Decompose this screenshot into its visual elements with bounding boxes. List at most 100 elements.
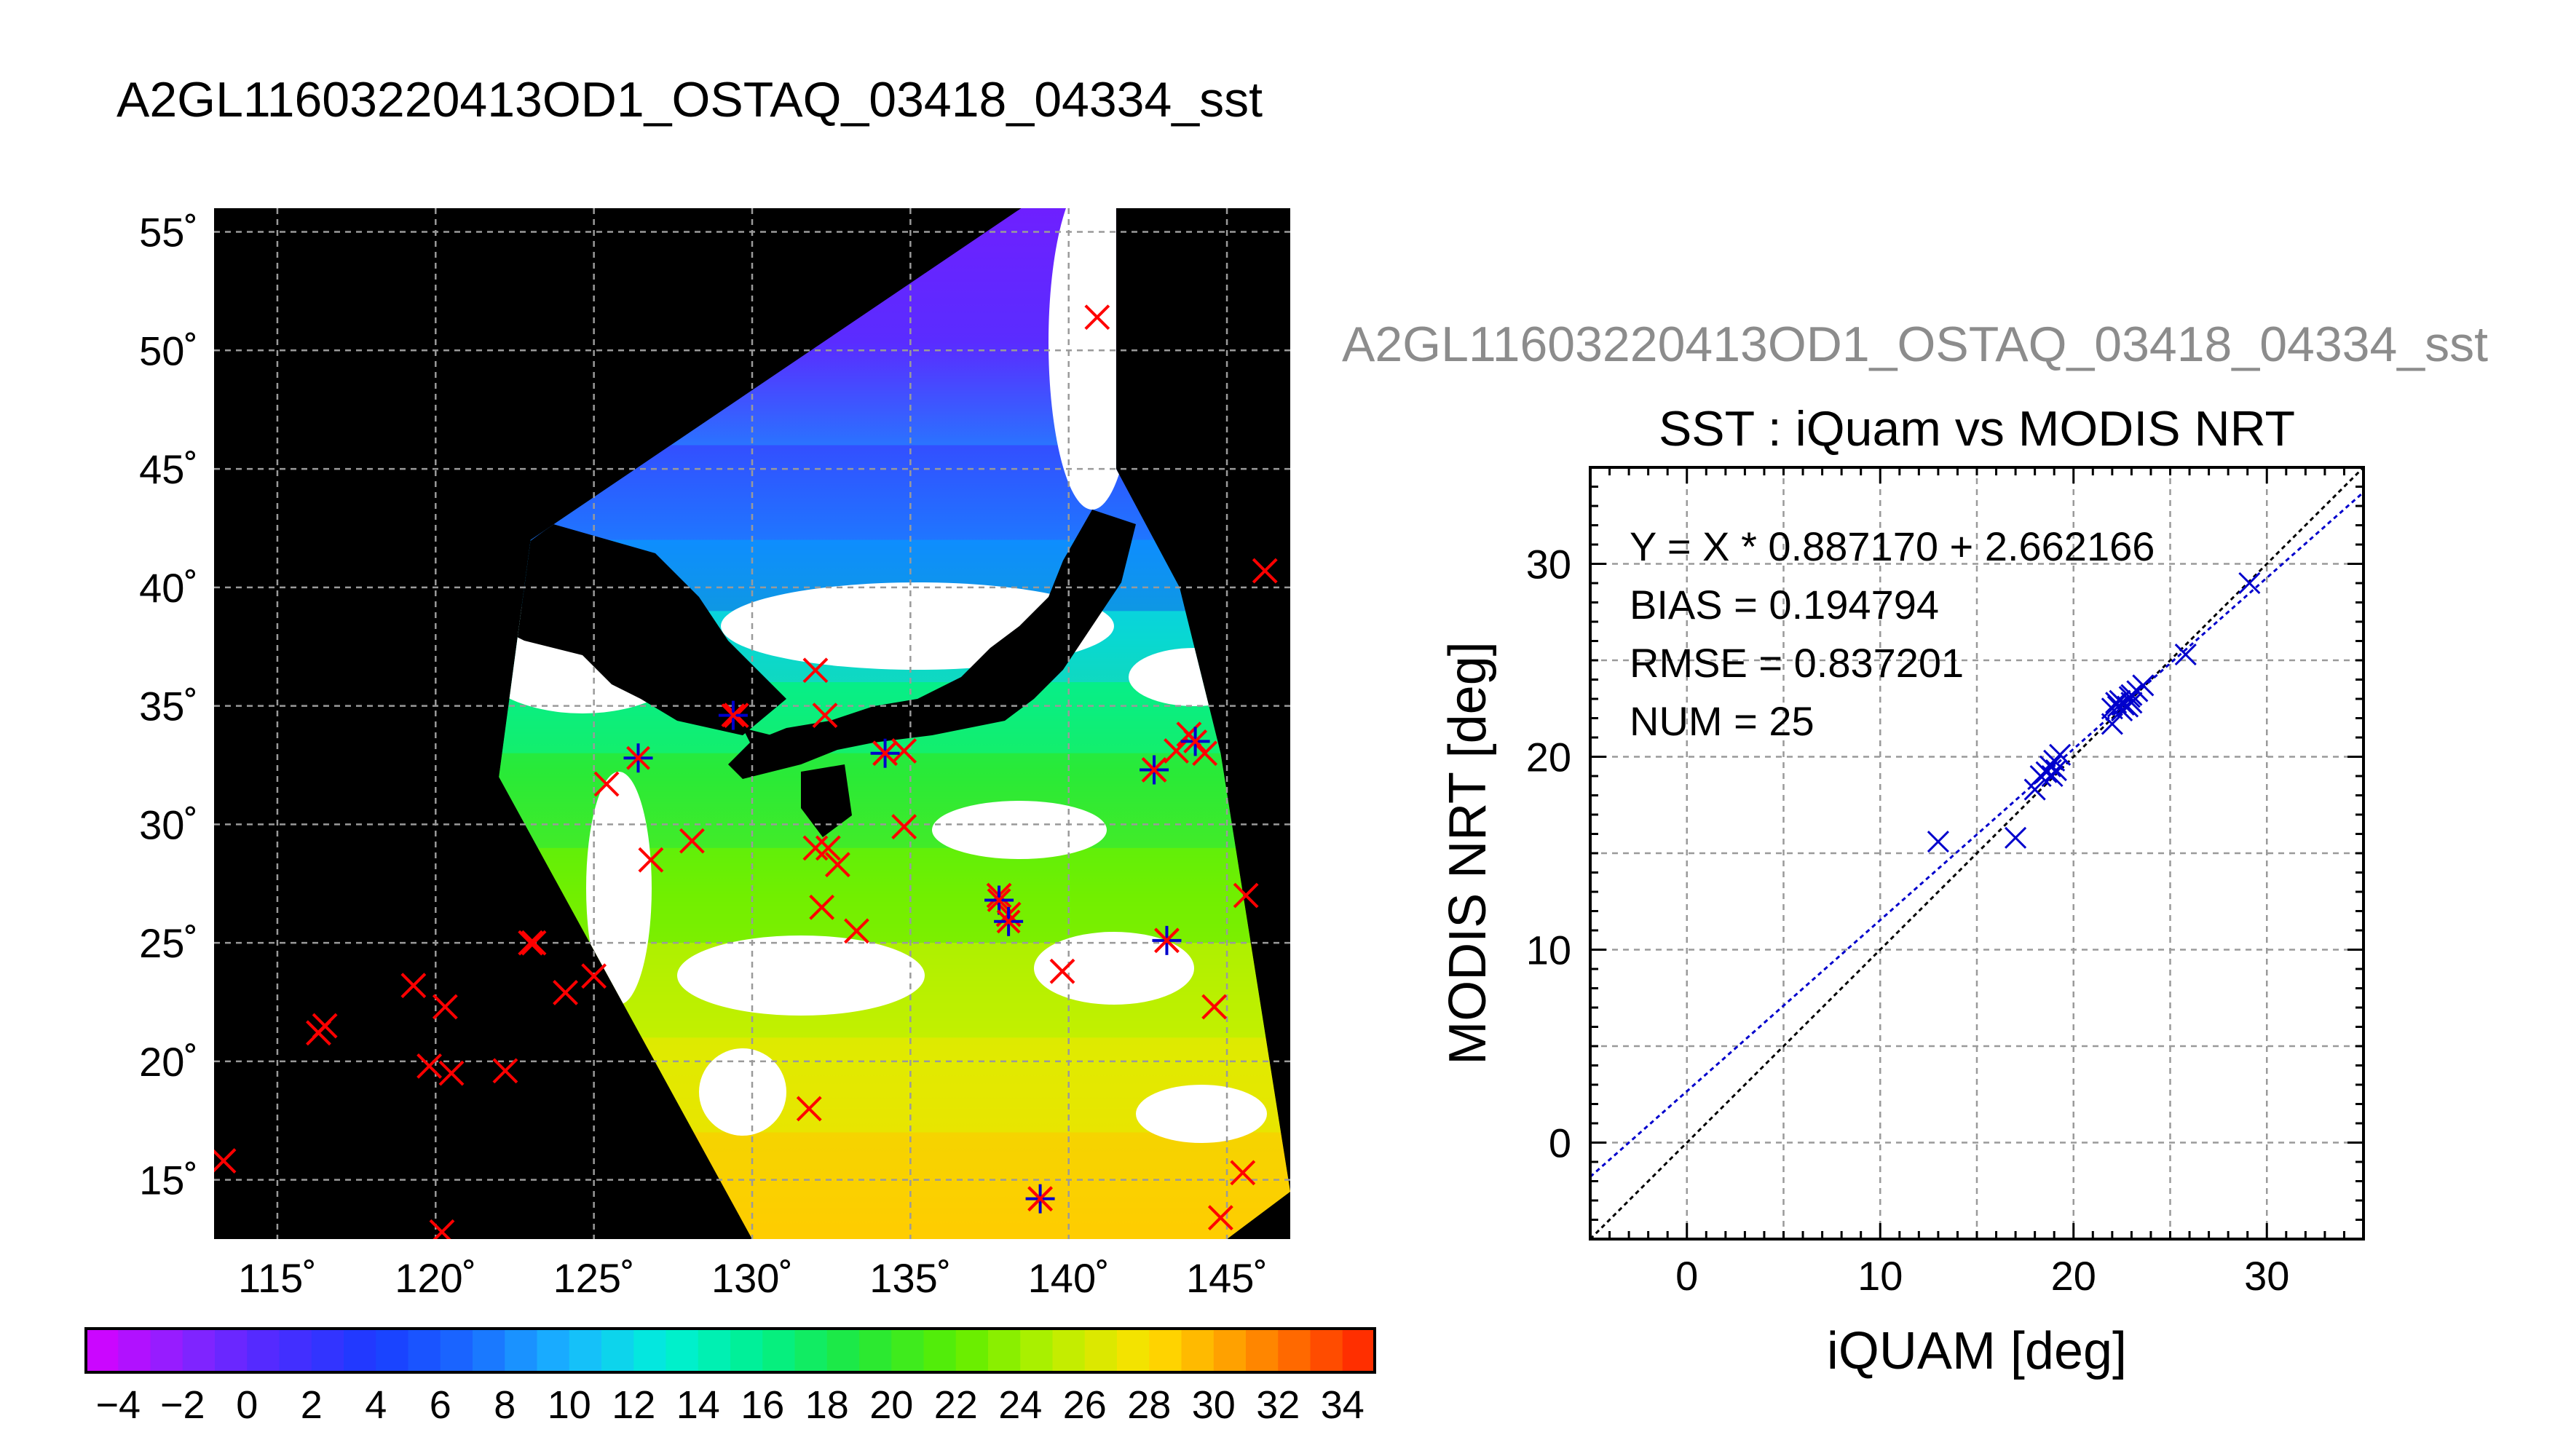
map-point-red	[679, 828, 705, 854]
scatter-point	[2005, 826, 2027, 849]
scatter-header: A2GL11603220413OD1_OSTAQ_03418_04334_sst	[1342, 317, 2488, 372]
colorbar-tick-label: 12	[612, 1383, 655, 1427]
colorbar-cell	[505, 1329, 537, 1372]
map-point-valid	[1180, 727, 1210, 756]
map-lon-label: 140˚	[1028, 1255, 1110, 1301]
colorbar-cell	[794, 1329, 828, 1372]
map-point-red	[1230, 1160, 1256, 1186]
colorbar-cells	[86, 1329, 1375, 1372]
map-point-red	[1192, 740, 1218, 767]
colorbar-tick-label: 28	[1127, 1383, 1171, 1427]
colorbar-tick-label: 8	[494, 1383, 516, 1427]
map-point-red	[416, 1053, 443, 1079]
colorbar-tick-label: 20	[869, 1383, 913, 1427]
map-point-red	[824, 852, 850, 878]
map-point-red	[638, 847, 664, 873]
map-lat-label: 15˚	[139, 1158, 198, 1203]
map-point-red	[1233, 882, 1259, 909]
colorbar-cell	[955, 1329, 989, 1372]
map-point-red	[1164, 738, 1189, 764]
colorbar-tick-label: 18	[805, 1383, 849, 1427]
stats-rmse: RMSE = 0.837201	[1630, 640, 1964, 686]
map-lon-label: 135˚	[869, 1255, 951, 1301]
map-point-red	[1207, 1205, 1233, 1231]
scatter-points	[1927, 571, 2261, 853]
colorbar-tick-label: 16	[741, 1383, 784, 1427]
colorbar-tick-label: 22	[934, 1383, 978, 1427]
land-mask	[499, 510, 1136, 837]
map-lat-label: 40˚	[139, 565, 198, 611]
map-lat-label: 50˚	[139, 328, 198, 373]
map-lon-label: 115˚	[238, 1255, 317, 1301]
colorbar-tick-label: 4	[365, 1383, 387, 1427]
colorbar-cell	[344, 1329, 376, 1372]
scatter-y-tick-label: 0	[1549, 1120, 1571, 1166]
colorbar-labels: −4 −2 0 2 4 6 8 10 12 14 16 18 20 22 24 26 28 30 32 34	[95, 1383, 1364, 1427]
colorbar-tick-label: 6	[430, 1383, 451, 1427]
scatter-x-tick-label: 30	[2244, 1253, 2289, 1299]
map-lat-label: 20˚	[139, 1039, 198, 1085]
colorbar-cell	[891, 1329, 924, 1372]
colorbar-cell	[1278, 1329, 1311, 1372]
map-point-red	[400, 973, 427, 999]
colorbar-cell	[118, 1329, 151, 1372]
colorbar-cell	[86, 1329, 119, 1372]
colorbar-cell	[473, 1329, 505, 1372]
colorbar-cell	[666, 1329, 699, 1372]
stats-num: NUM = 25	[1630, 698, 1814, 744]
map-point-red	[1252, 558, 1278, 584]
map-lat-labels: 15˚ 20˚ 25˚ 30˚ 35˚ 40˚ 45˚ 50˚ 55˚	[139, 210, 198, 1203]
page-title: A2GL11603220413OD1_OSTAQ_03418_04334_sst	[117, 72, 1263, 127]
colorbar-cell	[859, 1329, 892, 1372]
scatter-point	[2174, 643, 2197, 666]
colorbar-tick-label: 32	[1256, 1383, 1300, 1427]
map-point-red	[1049, 958, 1075, 984]
scatter-point	[2023, 778, 2046, 801]
colorbar-cell	[311, 1329, 344, 1372]
scatter-point	[1927, 831, 1949, 853]
map-points-valid	[623, 700, 1210, 1214]
map-point-red	[581, 963, 607, 989]
colorbar-tick-label: 2	[301, 1383, 323, 1427]
map-point-valid	[1140, 755, 1169, 785]
scatter-point	[2035, 761, 2058, 783]
colorbar-cell	[826, 1329, 860, 1372]
scatter-y-tick-label: 10	[1526, 927, 1571, 973]
map-lon-labels: 115˚ 120˚ 125˚ 130˚ 135˚ 140˚ 145˚	[238, 1255, 1268, 1301]
colorbar-tick-label: 0	[236, 1383, 258, 1427]
scatter-ticks	[1589, 466, 2365, 1241]
map-lon-label: 125˚	[553, 1255, 635, 1301]
map-point-valid	[994, 906, 1024, 936]
scatter-tick-labels: 0 10 20 30 0 10 20 30	[1526, 542, 2290, 1299]
scatter-x-tick-label: 20	[2051, 1253, 2096, 1299]
map-lat-label: 35˚	[139, 684, 198, 729]
map-point-red	[1084, 304, 1110, 331]
fit-line	[1590, 491, 2364, 1178]
colorbar-cell	[601, 1329, 634, 1372]
map-point-red	[492, 1058, 518, 1084]
map-point-red	[214, 1148, 237, 1174]
map-point-red	[429, 1219, 455, 1239]
map-point-red	[802, 657, 829, 684]
colorbar-tick-label: 10	[548, 1383, 591, 1427]
colorbar-tick-label: −4	[95, 1383, 141, 1427]
colorbar-tick-label: 30	[1192, 1383, 1236, 1427]
map-point-valid	[1025, 1184, 1055, 1214]
colorbar-cell	[1310, 1329, 1343, 1372]
colorbar-tick-label: 24	[998, 1383, 1042, 1427]
map-point-red	[802, 835, 829, 861]
colorbar-cell	[1246, 1329, 1279, 1372]
map-point-valid	[870, 738, 900, 768]
map-lon-label: 120˚	[395, 1255, 476, 1301]
scatter-x-tick-label: 10	[1857, 1253, 1903, 1299]
map-point-red	[312, 1013, 338, 1039]
colorbar-tick-label: 34	[1321, 1383, 1365, 1427]
sst-map: 115˚ 120˚ 125˚ 130˚ 135˚ 140˚ 145˚ 15˚ 20˚ 25˚ 30…	[139, 208, 1290, 1301]
scatter-panel: A2GL11603220413OD1_OSTAQ_03418_04334_sst…	[1342, 317, 2488, 1380]
map-point-red	[812, 703, 838, 729]
colorbar-cell	[215, 1329, 248, 1372]
scatter-point	[2111, 699, 2133, 721]
scatter-point	[2238, 571, 2261, 595]
colorbar-cell	[247, 1329, 280, 1372]
